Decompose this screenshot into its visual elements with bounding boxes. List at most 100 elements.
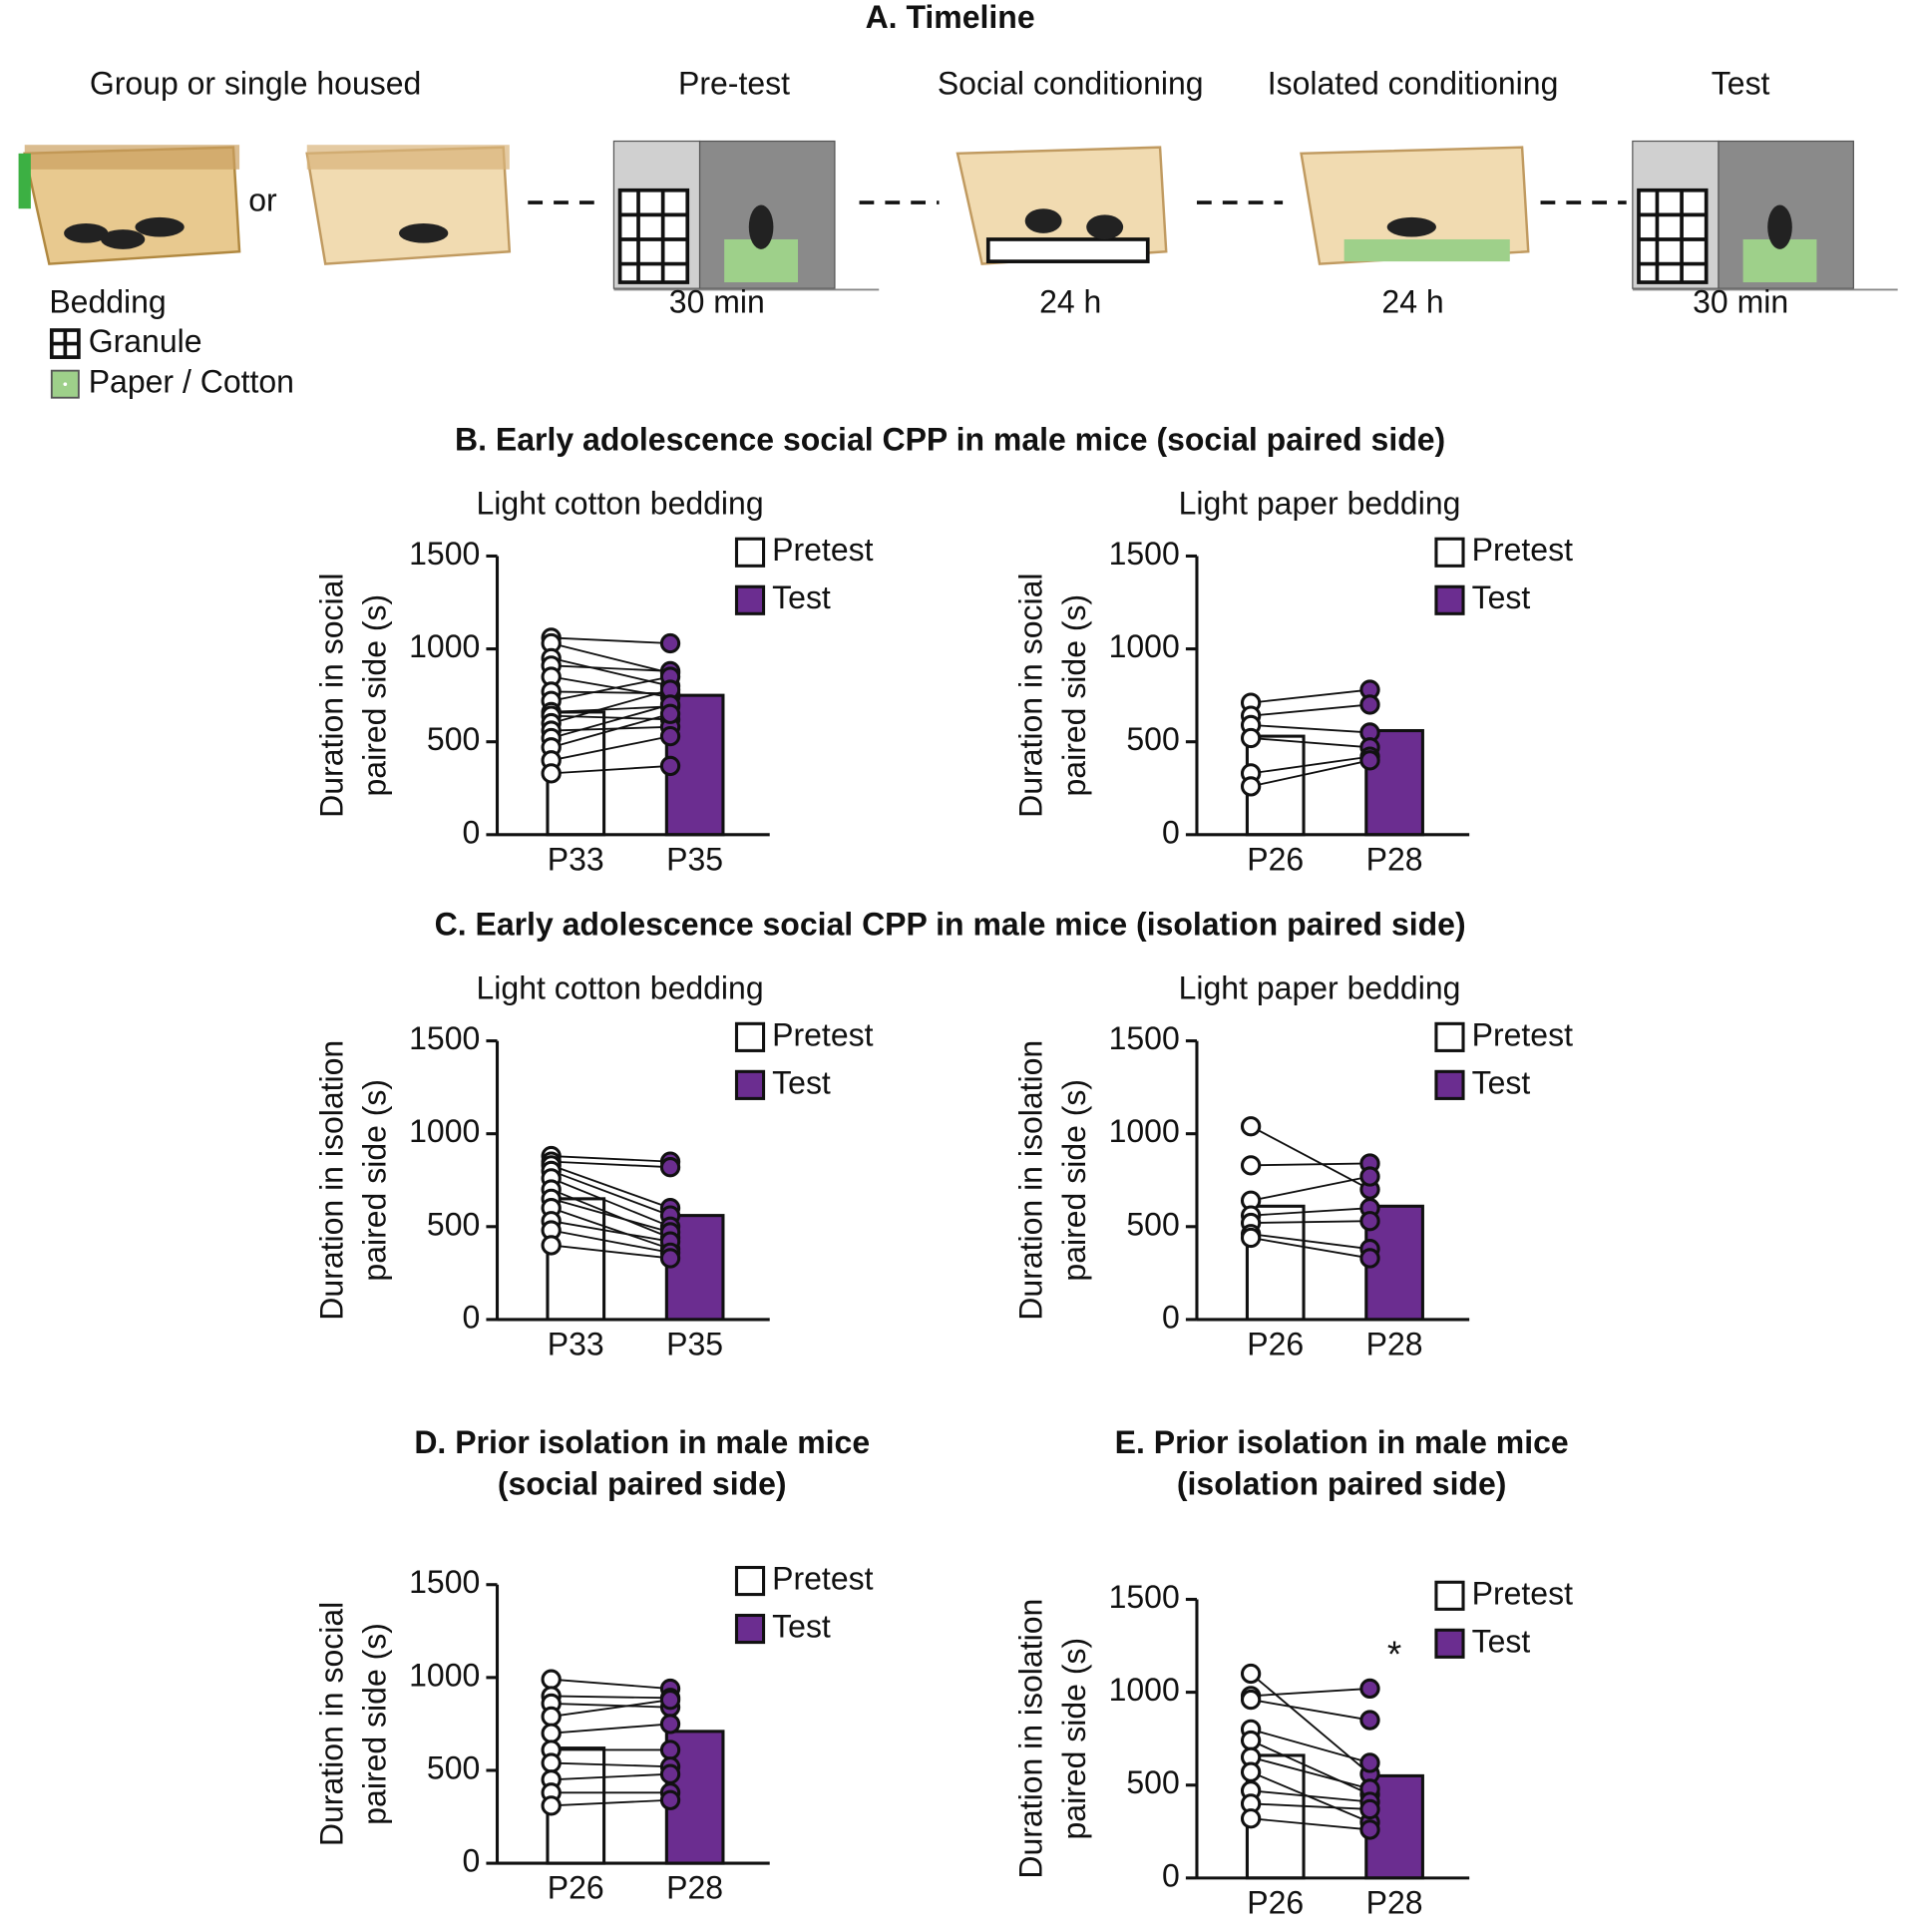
legend-swatch bbox=[1434, 584, 1465, 615]
legend-label: Pretest bbox=[772, 1016, 873, 1052]
legend-label: Pretest bbox=[772, 1560, 873, 1596]
y-axis-label: paired side (s) bbox=[1056, 1079, 1092, 1282]
data-point bbox=[659, 632, 681, 654]
pair-line bbox=[551, 1177, 671, 1228]
y-axis-label: paired side (s) bbox=[356, 594, 392, 797]
data-point bbox=[1359, 1798, 1380, 1820]
pair-line bbox=[1251, 1233, 1370, 1251]
y-axis-label: paired side (s) bbox=[1056, 1638, 1092, 1840]
pair-line bbox=[1250, 1755, 1370, 1790]
pair-line bbox=[551, 1703, 671, 1709]
cage bbox=[1300, 146, 1530, 265]
legend-swatch bbox=[734, 584, 766, 615]
cage bbox=[18, 145, 241, 265]
pair-line bbox=[551, 1220, 671, 1243]
data-point bbox=[1240, 1761, 1262, 1782]
legend-label: Test bbox=[772, 580, 831, 615]
data-point bbox=[1240, 1808, 1262, 1829]
data-point bbox=[659, 1763, 681, 1784]
pair-line bbox=[551, 657, 671, 687]
data-point bbox=[659, 1789, 681, 1810]
data-point bbox=[659, 755, 681, 777]
or-label: or bbox=[248, 183, 277, 218]
x-tick-label: P28 bbox=[1366, 841, 1423, 877]
pair-line bbox=[551, 1160, 671, 1169]
y-tick-label: 1500 bbox=[1109, 1579, 1180, 1615]
legend-swatch bbox=[734, 1565, 766, 1597]
cage bbox=[305, 145, 512, 265]
x-tick-label: P28 bbox=[1366, 1884, 1423, 1920]
y-axis-label: Duration in social bbox=[1013, 573, 1049, 817]
y-tick-label: 1000 bbox=[409, 628, 480, 664]
bedding-swatch-paper bbox=[50, 369, 80, 399]
y-tick-label: 1500 bbox=[409, 1020, 480, 1056]
bedding-item: Granule bbox=[89, 323, 202, 359]
bedding-swatch-granule bbox=[49, 328, 81, 359]
chart-title: E. Prior isolation in male mice bbox=[1115, 1424, 1569, 1460]
chart-title: (isolation paired side) bbox=[1177, 1466, 1507, 1502]
data-point bbox=[1359, 1752, 1380, 1773]
stage-label: Pre-test bbox=[678, 66, 790, 102]
y-axis-label: Duration in social bbox=[313, 573, 349, 817]
y-axis-label: Duration in isolation bbox=[1013, 1040, 1049, 1321]
pair-line bbox=[551, 642, 671, 674]
chart: D. Prior isolation in male mice (social p… bbox=[313, 1424, 873, 1906]
chart: Light cotton bedding Duration in social pa… bbox=[313, 485, 873, 877]
pair-line bbox=[551, 764, 671, 775]
data-point bbox=[1359, 1678, 1380, 1700]
data-point bbox=[1240, 1155, 1262, 1176]
x-tick-label: P28 bbox=[1366, 1326, 1423, 1361]
legend-label: Test bbox=[772, 1064, 831, 1100]
pair-line bbox=[1251, 688, 1370, 704]
chart: Light cotton bedding Duration in isolatio… bbox=[313, 970, 873, 1362]
section-title: B. Early adolescence social CPP in male … bbox=[455, 421, 1445, 457]
timeline-illustrations bbox=[18, 140, 1898, 399]
data-point bbox=[541, 763, 562, 784]
data-point bbox=[541, 1706, 562, 1728]
legend-swatch bbox=[734, 537, 766, 568]
y-tick-label: 1000 bbox=[1109, 628, 1180, 664]
y-tick-label: 500 bbox=[427, 721, 480, 757]
data-point bbox=[1359, 1166, 1380, 1187]
legend-swatch bbox=[734, 1069, 766, 1100]
section-title: C. Early adolescence social CPP in male … bbox=[435, 907, 1466, 943]
data-point bbox=[659, 1157, 681, 1178]
chart-subtitle: Light paper bedding bbox=[1179, 970, 1461, 1006]
legend-label: Pretest bbox=[1472, 1016, 1573, 1052]
y-tick-label: 1000 bbox=[1109, 1113, 1180, 1149]
pair-line bbox=[551, 1229, 671, 1254]
y-axis-label: paired side (s) bbox=[356, 1079, 392, 1282]
y-tick-label: 1500 bbox=[409, 1564, 480, 1600]
pair-line bbox=[551, 688, 671, 724]
legend-swatch bbox=[1434, 1628, 1465, 1659]
data-point bbox=[1240, 1689, 1262, 1711]
legend-label: Test bbox=[1472, 1623, 1531, 1659]
x-tick-label: P35 bbox=[666, 1326, 723, 1361]
y-tick-label: 0 bbox=[1162, 1857, 1180, 1893]
pair-line bbox=[551, 1244, 671, 1260]
data-point bbox=[541, 1795, 562, 1816]
pair-line bbox=[551, 1164, 671, 1210]
y-axis-label: paired side (s) bbox=[1056, 594, 1092, 797]
legend-label: Test bbox=[1472, 580, 1531, 615]
chart: Light paper bedding Duration in isolation… bbox=[1013, 970, 1573, 1362]
data-point bbox=[541, 1723, 562, 1743]
data-point bbox=[659, 1248, 681, 1269]
x-tick-label: P33 bbox=[548, 841, 604, 877]
chart: E. Prior isolation in male mice (isolatio… bbox=[1013, 1424, 1573, 1920]
stage-duration: 24 h bbox=[1381, 284, 1443, 320]
cpp-box bbox=[612, 140, 836, 289]
data-point bbox=[1240, 1663, 1262, 1685]
data-point bbox=[659, 725, 681, 747]
y-tick-label: 1500 bbox=[1109, 536, 1180, 572]
data-point bbox=[541, 1669, 562, 1690]
pair-line bbox=[1250, 1728, 1370, 1764]
pair-line bbox=[1251, 724, 1370, 734]
pair-line bbox=[1250, 1739, 1370, 1795]
y-axis-label: paired side (s) bbox=[356, 1623, 392, 1825]
pair-line bbox=[1251, 1220, 1370, 1225]
data-point bbox=[1359, 694, 1380, 715]
pair-line bbox=[551, 1695, 671, 1700]
stage-duration: 30 min bbox=[669, 284, 765, 320]
data-point bbox=[1359, 750, 1380, 771]
